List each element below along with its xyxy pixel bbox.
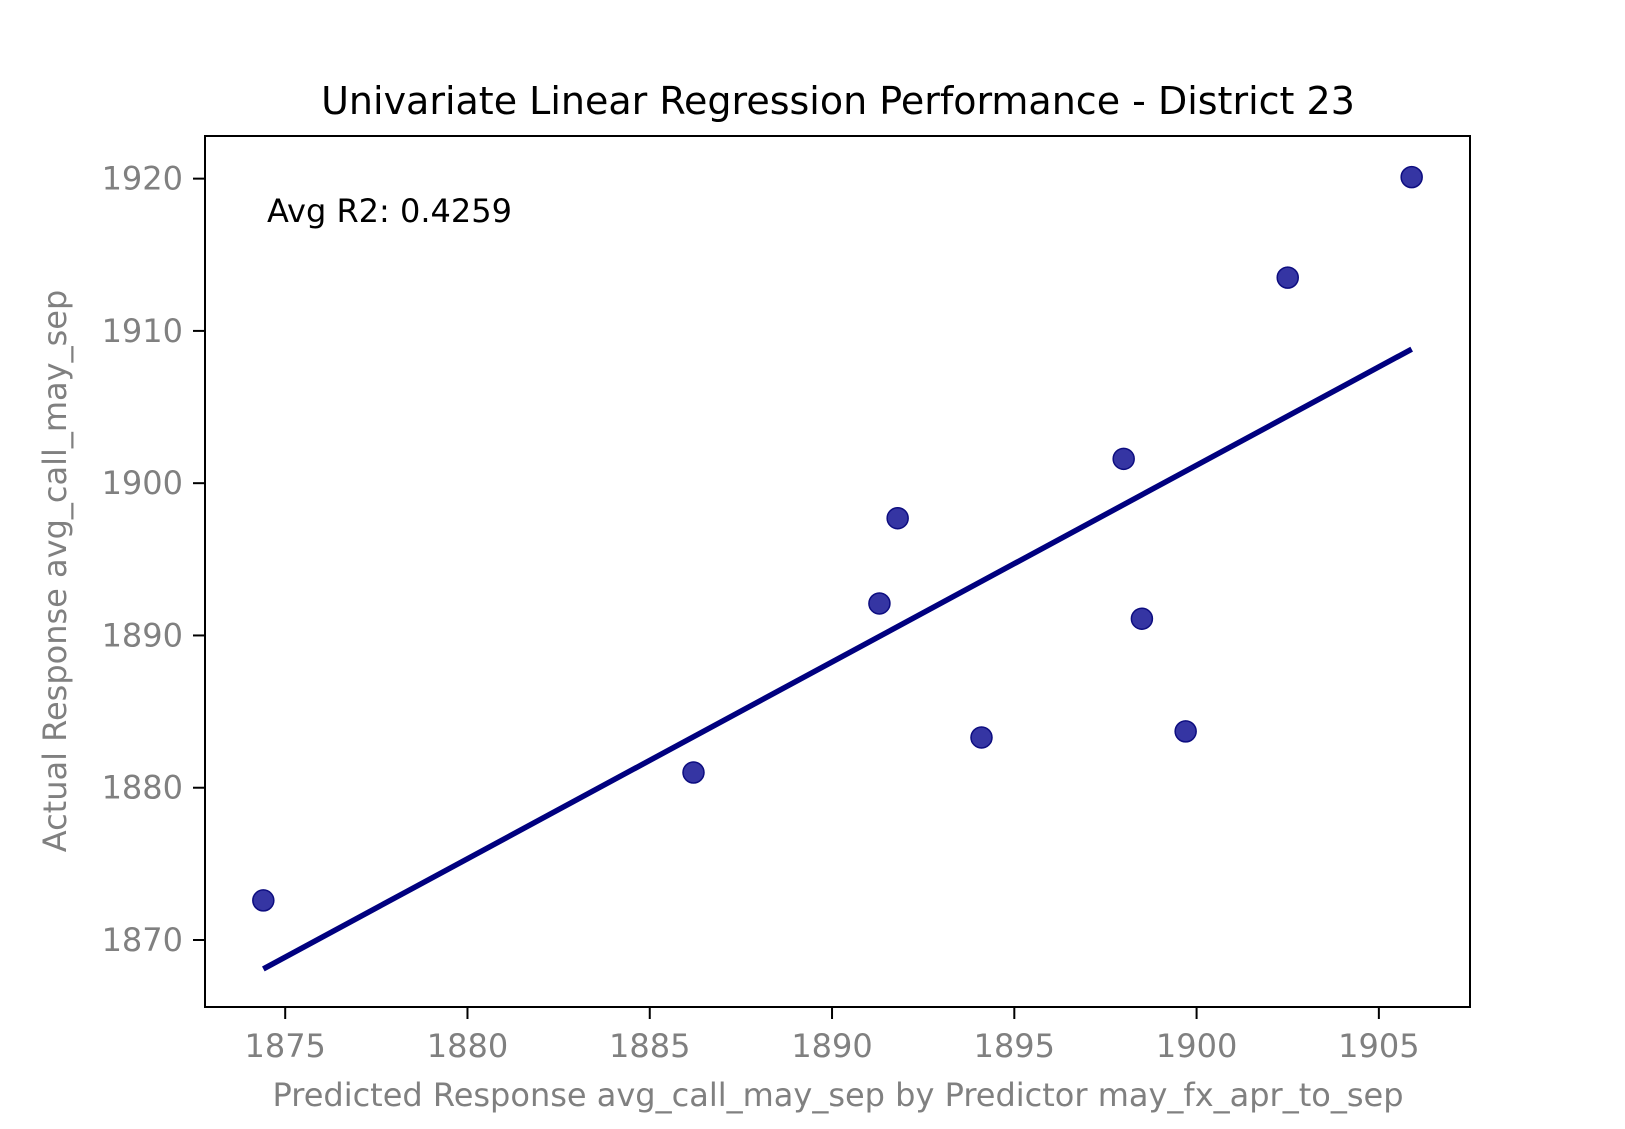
x-tick-label: 1895	[974, 1027, 1055, 1065]
r2-annotation: Avg R2: 0.4259	[267, 192, 512, 230]
y-tick-label: 1920	[102, 160, 183, 198]
plot-frame	[204, 135, 1471, 1008]
x-axis-ticks: 1875 1880 1885 1890 1895 1900 1905	[244, 1007, 1420, 1065]
x-tick-label: 1880	[427, 1027, 508, 1065]
scatter-point	[1130, 607, 1154, 630]
y-axis-ticks: 1870 1880 1890 1900 1910 1920	[102, 160, 205, 959]
regression-line	[262, 346, 1413, 972]
y-tick-label: 1900	[102, 464, 183, 502]
scatter-point	[1276, 266, 1299, 289]
scatter-point	[886, 506, 909, 530]
y-tick-label: 1870	[102, 921, 183, 959]
y-tick-label: 1890	[102, 616, 183, 654]
scatter-point	[1112, 447, 1135, 471]
x-tick-label: 1900	[1156, 1027, 1237, 1065]
regression-line-layer	[262, 346, 1413, 972]
y-tick-label: 1910	[102, 312, 183, 350]
scatter-point	[1174, 720, 1197, 743]
x-axis-label: Predicted Response avg_call_may_sep by P…	[273, 1076, 1404, 1114]
scatter-point	[682, 761, 705, 784]
scatter-point	[252, 889, 275, 912]
x-tick-label: 1905	[1338, 1027, 1419, 1065]
chart-title: Univariate Linear Regression Performance…	[321, 79, 1355, 123]
y-tick-label: 1880	[102, 769, 183, 807]
scatter-point	[970, 726, 993, 749]
x-tick-label: 1890	[791, 1027, 872, 1065]
scatter-point	[868, 592, 891, 615]
y-axis-label: Actual Response avg_call_may_sep	[36, 290, 74, 853]
x-tick-label: 1885	[609, 1027, 690, 1065]
x-tick-label: 1875	[244, 1027, 325, 1065]
scatter-points-layer	[252, 165, 1423, 912]
scatter-point	[1400, 165, 1423, 189]
